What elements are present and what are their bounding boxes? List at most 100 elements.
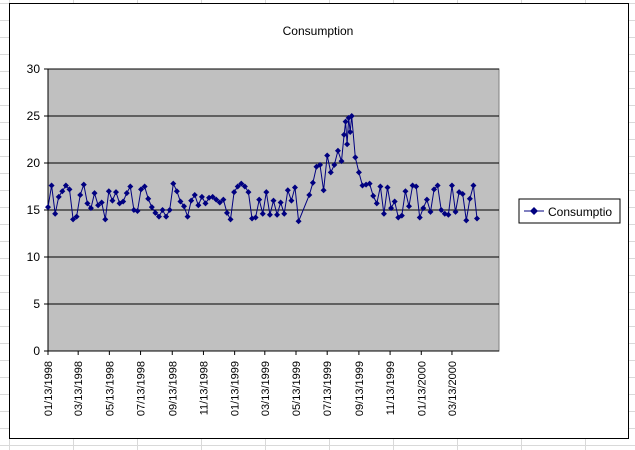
data-point[interactable] (145, 195, 152, 202)
data-point[interactable] (420, 205, 427, 212)
data-point[interactable] (284, 187, 291, 194)
data-point[interactable] (220, 196, 227, 203)
data-point[interactable] (48, 182, 55, 189)
data-point[interactable] (181, 203, 188, 210)
data-point[interactable] (173, 188, 180, 195)
data-point[interactable] (344, 141, 351, 148)
data-point[interactable] (445, 211, 452, 218)
data-point[interactable] (184, 213, 191, 220)
data-point[interactable] (320, 187, 327, 194)
data-point[interactable] (55, 193, 62, 200)
data-point[interactable] (252, 214, 259, 221)
data-point[interactable] (352, 154, 359, 161)
data-point[interactable] (423, 196, 430, 203)
data-point[interactable] (127, 183, 134, 190)
data-point[interactable] (202, 200, 209, 207)
data-point[interactable] (259, 210, 266, 217)
data-point[interactable] (270, 197, 277, 204)
data-point[interactable] (463, 217, 470, 224)
data-point[interactable] (427, 208, 434, 215)
data-point[interactable] (120, 198, 127, 205)
data-point[interactable] (95, 202, 102, 209)
data-point[interactable] (109, 197, 116, 204)
data-point[interactable] (134, 207, 141, 214)
data-point[interactable] (84, 200, 91, 207)
data-point[interactable] (170, 180, 177, 187)
data-point[interactable] (384, 184, 391, 191)
data-point[interactable] (398, 212, 405, 219)
data-point[interactable] (198, 193, 205, 200)
data-point[interactable] (388, 205, 395, 212)
data-point[interactable] (281, 210, 288, 217)
data-point[interactable] (370, 192, 377, 199)
data-point[interactable] (123, 190, 130, 197)
data-point[interactable] (459, 191, 466, 198)
legend[interactable]: Consumptio (518, 198, 621, 224)
data-point[interactable] (195, 202, 202, 209)
data-point[interactable] (245, 189, 252, 196)
data-point[interactable] (141, 183, 148, 190)
data-point[interactable] (274, 211, 281, 218)
data-point[interactable] (431, 186, 438, 193)
data-point[interactable] (70, 216, 77, 223)
data-point[interactable] (277, 199, 284, 206)
data-point[interactable] (166, 207, 173, 213)
data-point[interactable] (324, 152, 331, 159)
data-point[interactable] (102, 216, 109, 223)
data-point[interactable] (448, 182, 455, 189)
data-point[interactable] (347, 128, 354, 135)
data-point[interactable] (327, 169, 334, 176)
data-point[interactable] (216, 199, 223, 206)
data-point[interactable] (138, 186, 145, 193)
data-point[interactable] (148, 204, 155, 211)
data-point[interactable] (191, 191, 198, 198)
data-point[interactable] (438, 207, 445, 213)
data-point[interactable] (474, 215, 481, 222)
data-point[interactable] (416, 214, 423, 221)
data-point[interactable] (52, 210, 59, 217)
data-point[interactable] (377, 183, 384, 190)
data-point[interactable] (87, 205, 94, 212)
data-point[interactable] (391, 198, 398, 205)
data-point[interactable] (288, 197, 295, 204)
data-point[interactable] (470, 182, 477, 189)
data-point[interactable] (466, 195, 473, 202)
data-point[interactable] (159, 207, 166, 213)
data-point[interactable] (306, 191, 313, 198)
data-point[interactable] (62, 182, 69, 189)
data-point[interactable] (152, 209, 159, 216)
data-point[interactable] (380, 210, 387, 217)
data-point[interactable] (45, 204, 51, 211)
data-point[interactable] (227, 216, 234, 223)
data-point[interactable] (263, 189, 270, 196)
data-point[interactable] (238, 180, 245, 187)
data-point[interactable] (331, 161, 338, 168)
data-point[interactable] (163, 213, 170, 220)
data-point[interactable] (338, 158, 345, 165)
data-point[interactable] (452, 208, 459, 215)
data-point[interactable] (77, 191, 84, 198)
data-point[interactable] (98, 199, 105, 206)
data-point[interactable] (256, 196, 263, 203)
data-point[interactable] (295, 218, 302, 225)
data-point[interactable] (234, 183, 241, 190)
data-point[interactable] (80, 181, 87, 188)
data-point[interactable] (334, 147, 341, 154)
data-point[interactable] (223, 209, 230, 216)
data-point[interactable] (105, 188, 112, 195)
data-point[interactable] (231, 189, 238, 196)
data-point[interactable] (91, 190, 98, 197)
data-point[interactable] (266, 211, 273, 218)
data-point[interactable] (355, 169, 362, 176)
data-point[interactable] (317, 161, 324, 168)
data-point[interactable] (59, 188, 66, 195)
data-point[interactable] (341, 131, 348, 138)
data-point[interactable] (188, 197, 195, 204)
data-point[interactable] (366, 180, 373, 187)
data-point[interactable] (113, 189, 120, 196)
data-point[interactable] (155, 213, 162, 220)
data-point[interactable] (402, 188, 409, 195)
data-point[interactable] (291, 184, 298, 191)
data-point[interactable] (342, 118, 349, 125)
data-point[interactable] (241, 183, 248, 190)
